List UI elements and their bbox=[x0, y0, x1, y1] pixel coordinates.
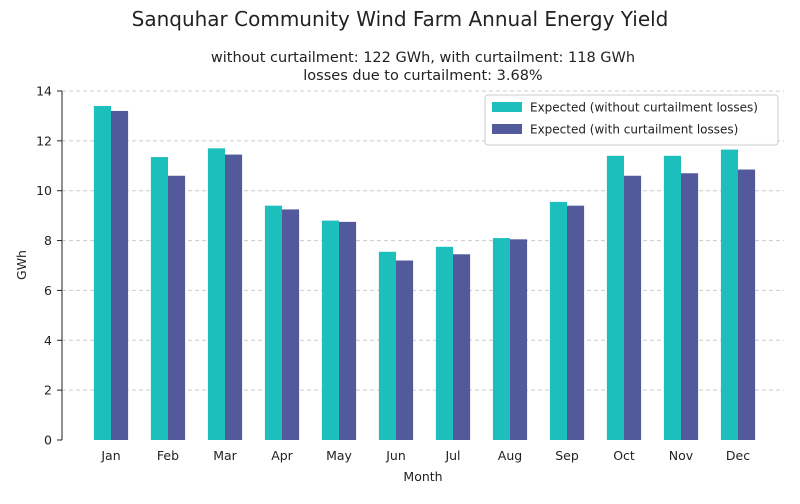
y-tick-label: 6 bbox=[44, 283, 52, 298]
bar-without-curtailment-nov bbox=[663, 155, 681, 441]
bar-without-curtailment-apr bbox=[264, 205, 282, 440]
bar-with-curtailment-oct bbox=[624, 175, 642, 440]
legend: Expected (without curtailment losses) Ex… bbox=[484, 94, 779, 146]
bar-with-curtailment-may bbox=[339, 221, 357, 440]
y-tick-label: 2 bbox=[44, 383, 52, 398]
chart-title: Sanquhar Community Wind Farm Annual Ener… bbox=[132, 7, 669, 31]
x-tick-label: Oct bbox=[613, 448, 635, 463]
bar-with-curtailment-jan bbox=[111, 110, 129, 440]
x-tick-label: Feb bbox=[157, 448, 179, 463]
y-tick-label: 12 bbox=[36, 133, 52, 148]
chart-subtitle-line-1: without curtailment: 122 GWh, with curta… bbox=[211, 50, 635, 66]
bars bbox=[93, 105, 756, 441]
y-axis-label: GWh bbox=[14, 250, 29, 280]
y-tick-label: 10 bbox=[36, 183, 52, 198]
x-tick-label: Nov bbox=[669, 448, 694, 463]
chart-subtitle-line-2: losses due to curtailment: 3.68% bbox=[303, 68, 542, 84]
bar-without-curtailment-oct bbox=[606, 155, 624, 441]
bar-without-curtailment-may bbox=[321, 220, 339, 440]
bar-with-curtailment-sep bbox=[567, 205, 585, 440]
x-tick-label: Jan bbox=[100, 448, 120, 463]
legend-swatch-without-curtailment bbox=[492, 102, 522, 112]
x-tick-label: Sep bbox=[555, 448, 579, 463]
bar-without-curtailment-jul bbox=[435, 246, 453, 440]
bar-with-curtailment-feb bbox=[168, 175, 186, 440]
bar-without-curtailment-dec bbox=[720, 149, 738, 440]
legend-label-without-curtailment: Expected (without curtailment losses) bbox=[530, 101, 758, 115]
bar-without-curtailment-aug bbox=[492, 238, 510, 440]
x-tick-label: Jul bbox=[444, 448, 460, 463]
axes: 0 2 4 6 8 10 12 14 Jan Feb Mar Apr May Jun Jul Aug Sep Oc… bbox=[36, 84, 750, 464]
bar-without-curtailment-sep bbox=[549, 201, 567, 440]
bar-with-curtailment-apr bbox=[282, 209, 300, 440]
legend-frame bbox=[484, 94, 779, 146]
x-axis-label: Month bbox=[403, 469, 442, 484]
x-tick-label: Dec bbox=[726, 448, 750, 463]
y-tick-label: 8 bbox=[44, 233, 52, 248]
bar-without-curtailment-feb bbox=[150, 157, 168, 440]
legend-swatch-with-curtailment bbox=[492, 124, 522, 134]
y-tick-label: 0 bbox=[44, 433, 52, 448]
bar-with-curtailment-dec bbox=[738, 169, 756, 440]
x-tick-label: Jun bbox=[385, 448, 406, 463]
bar-with-curtailment-aug bbox=[510, 239, 528, 440]
x-tick-label: Mar bbox=[213, 448, 237, 463]
bar-without-curtailment-jun bbox=[378, 251, 396, 440]
x-tick-label: Aug bbox=[498, 448, 522, 463]
y-tick-label: 14 bbox=[36, 84, 52, 99]
bar-with-curtailment-jul bbox=[453, 254, 471, 440]
bar-without-curtailment-mar bbox=[207, 148, 225, 441]
bar-with-curtailment-mar bbox=[225, 154, 243, 440]
bar-with-curtailment-jun bbox=[396, 260, 414, 440]
x-tick-label: May bbox=[326, 448, 352, 463]
x-tick-label: Apr bbox=[271, 448, 293, 463]
y-tick-label: 4 bbox=[44, 333, 52, 348]
legend-label-with-curtailment: Expected (with curtailment losses) bbox=[530, 123, 738, 137]
bar-with-curtailment-nov bbox=[681, 173, 699, 440]
bar-without-curtailment-jan bbox=[93, 105, 111, 440]
